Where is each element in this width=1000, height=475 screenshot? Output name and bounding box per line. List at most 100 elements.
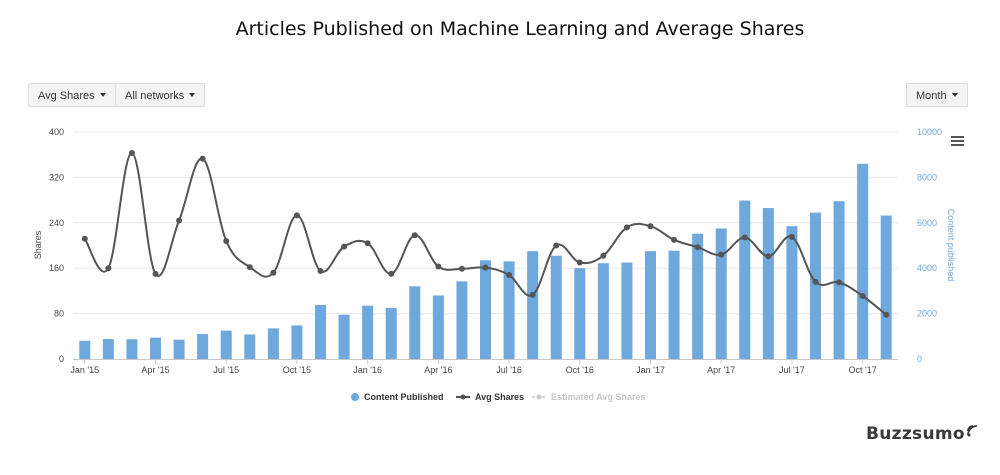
chart-title: Articles Published on Machine Learning a…	[235, 18, 805, 40]
bar[interactable]	[739, 200, 751, 359]
bar[interactable]	[597, 263, 609, 359]
caret-down-icon	[99, 93, 106, 98]
bar[interactable]	[527, 251, 539, 359]
bar[interactable]	[173, 339, 185, 359]
line-point[interactable]	[199, 155, 206, 162]
x-tick-label: Apr '17	[707, 365, 735, 375]
bar[interactable]	[645, 251, 656, 359]
x-tick-label: Jan '15	[70, 365, 99, 375]
bar[interactable]	[692, 233, 704, 359]
bar[interactable]	[197, 334, 209, 359]
y-right-tick-label: 0	[917, 354, 922, 364]
line-point[interactable]	[812, 278, 819, 285]
line-point[interactable]	[105, 265, 112, 272]
line-point[interactable]	[600, 252, 607, 259]
bar[interactable]	[786, 226, 798, 359]
bar[interactable]	[668, 250, 680, 359]
line-point[interactable]	[506, 272, 513, 279]
line-point[interactable]	[671, 236, 678, 243]
line-point[interactable]	[246, 264, 253, 271]
line-point[interactable]	[859, 293, 866, 300]
bar[interactable]	[503, 261, 515, 359]
bar[interactable]	[550, 255, 562, 359]
bar[interactable]	[385, 307, 397, 359]
x-tick-label: Apr '16	[424, 365, 452, 375]
bar[interactable]	[244, 334, 256, 359]
line-point[interactable]	[317, 268, 324, 275]
bar[interactable]	[291, 325, 303, 359]
legend-item-estimated-avg-shares[interactable]: Estimated Avg Shares	[532, 392, 645, 402]
x-tick-label: Jul '15	[213, 365, 239, 375]
brand-name: Buzzsumo	[866, 424, 965, 444]
line-point[interactable]	[341, 243, 348, 250]
caret-down-icon	[951, 93, 958, 98]
legend-item-content-published[interactable]: Content Published	[351, 392, 444, 402]
bar[interactable]	[267, 328, 279, 359]
line-point[interactable]	[553, 242, 560, 249]
bar[interactable]	[220, 330, 232, 359]
bar[interactable]	[432, 295, 444, 359]
line-point[interactable]	[293, 212, 300, 219]
networks-dropdown-label: All networks	[125, 90, 185, 102]
period-dropdown[interactable]: Month	[906, 83, 968, 107]
hamburger-menu-icon[interactable]	[951, 136, 964, 146]
bar[interactable]	[126, 339, 138, 359]
line-point[interactable]	[458, 265, 465, 272]
y-axis-right-label: Content published	[946, 209, 956, 282]
line-point[interactable]	[128, 149, 135, 156]
line-point[interactable]	[836, 279, 843, 286]
bar[interactable]	[810, 212, 821, 359]
line-point[interactable]	[623, 224, 630, 231]
bar[interactable]	[574, 268, 586, 359]
y-left-tick-label: 160	[49, 263, 64, 273]
line-point[interactable]	[81, 235, 88, 242]
bar[interactable]	[150, 337, 161, 359]
line-point[interactable]	[176, 217, 183, 224]
line-point[interactable]	[647, 223, 654, 230]
chart-legend: Content Published Avg Shares Estimated A…	[351, 392, 645, 402]
bar[interactable]	[362, 305, 374, 359]
line-point[interactable]	[411, 232, 418, 239]
line-series-avg-shares	[81, 149, 890, 318]
bar[interactable]	[880, 215, 892, 359]
bar[interactable]	[456, 281, 468, 359]
line-point[interactable]	[765, 253, 772, 260]
line-point[interactable]	[529, 291, 536, 298]
line-point[interactable]	[270, 269, 277, 276]
legend-item-avg-shares[interactable]: Avg Shares	[456, 392, 524, 402]
line-point[interactable]	[694, 244, 701, 251]
period-dropdown-label: Month	[916, 90, 947, 102]
legend-label-content-published: Content Published	[364, 392, 444, 402]
line-point[interactable]	[364, 240, 371, 247]
line-point[interactable]	[883, 311, 890, 318]
line-point[interactable]	[718, 251, 725, 258]
bar[interactable]	[762, 208, 774, 359]
bar[interactable]	[621, 262, 633, 359]
line-point[interactable]	[788, 233, 795, 240]
bar[interactable]	[715, 228, 727, 359]
line-point[interactable]	[223, 237, 230, 244]
y-right-tick-label: 4000	[917, 263, 937, 273]
line-point[interactable]	[388, 270, 395, 277]
bar[interactable]	[480, 260, 491, 359]
legend-label-estimated-avg-shares: Estimated Avg Shares	[551, 392, 645, 402]
bar[interactable]	[315, 304, 326, 359]
bar[interactable]	[857, 163, 869, 359]
y-axis-left-label: Shares	[33, 230, 43, 259]
line-point[interactable]	[482, 264, 489, 271]
line-point[interactable]	[152, 270, 159, 277]
y-left-tick-label: 320	[49, 172, 64, 182]
bar[interactable]	[79, 340, 91, 359]
line-point[interactable]	[576, 259, 583, 266]
x-tick-label: Oct '16	[566, 365, 594, 375]
bar-series-content-published	[79, 163, 892, 359]
bar[interactable]	[409, 286, 421, 359]
line-point[interactable]	[741, 234, 748, 241]
bar[interactable]	[338, 314, 350, 359]
x-tick-label: Jan '16	[353, 365, 382, 375]
networks-dropdown[interactable]: All networks	[115, 83, 206, 107]
line-point[interactable]	[435, 263, 442, 270]
x-tick-label: Jul '16	[496, 365, 522, 375]
bar[interactable]	[102, 339, 114, 359]
